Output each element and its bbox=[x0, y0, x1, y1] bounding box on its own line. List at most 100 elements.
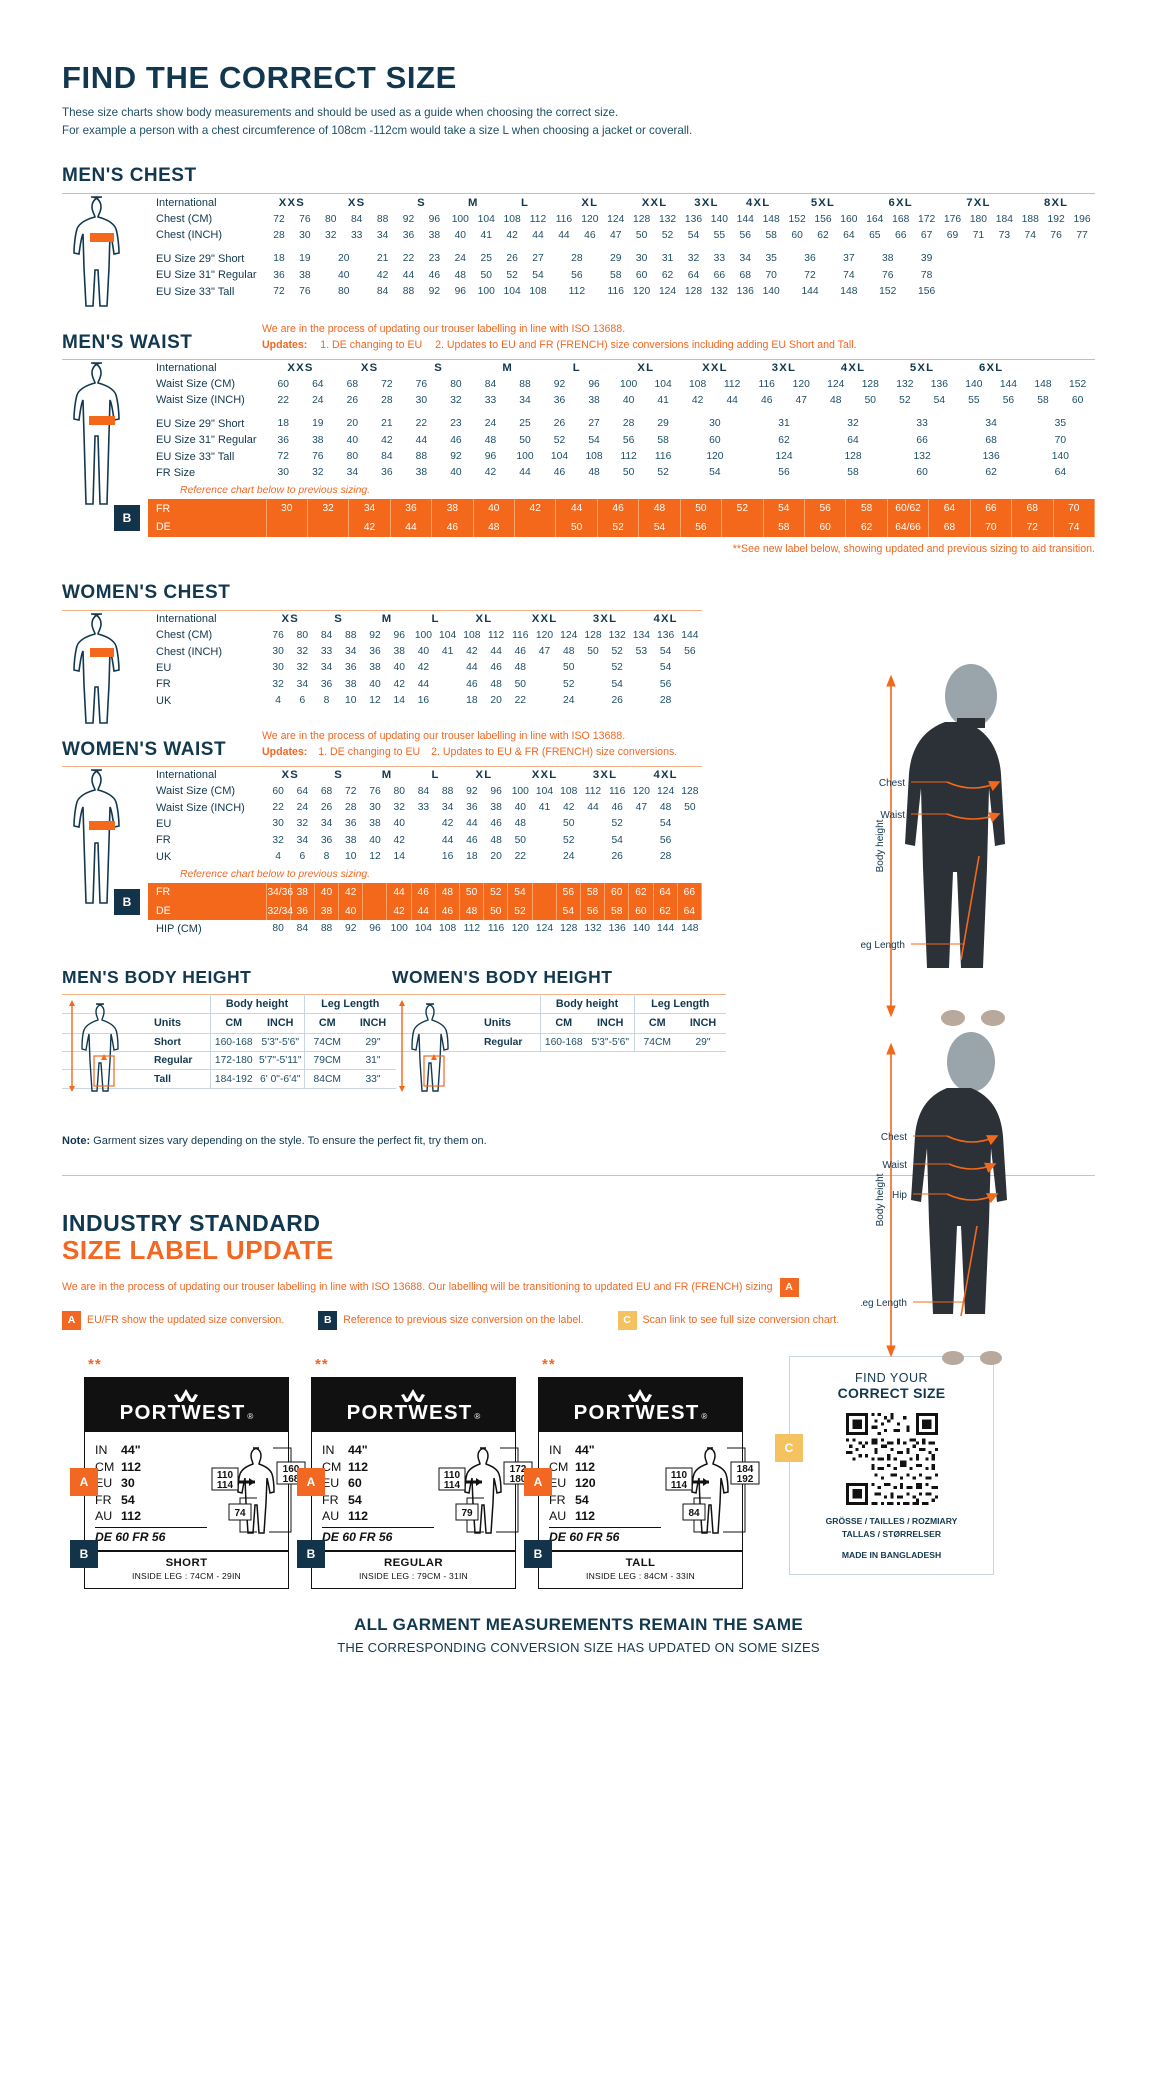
cell: 32 bbox=[312, 467, 324, 479]
cell: 52 bbox=[483, 882, 509, 902]
spec-key: CM bbox=[95, 1459, 115, 1474]
cell: 16 bbox=[441, 851, 454, 863]
row-label: Waist Size (CM) bbox=[156, 785, 236, 798]
cell: 50 bbox=[864, 394, 877, 406]
col-leg-length: Leg Length bbox=[633, 994, 727, 1015]
mens-height-figure bbox=[66, 998, 144, 1099]
cell: 33" bbox=[350, 1069, 397, 1089]
cell: 29 bbox=[610, 253, 622, 265]
cell bbox=[629, 692, 653, 708]
row-label: Chest (CM) bbox=[156, 629, 213, 642]
cell: 48 bbox=[484, 434, 497, 446]
cell: 84 bbox=[350, 213, 363, 225]
cell: 60 bbox=[916, 467, 928, 479]
spacer-row bbox=[62, 244, 1095, 251]
mens-bh-tbody: Body height Leg Length Units CM INCH CM INCH Sh… bbox=[62, 994, 397, 1089]
legend-item-c: C Scan link to see full size conversion … bbox=[617, 1310, 839, 1330]
qr-code-icon[interactable] bbox=[845, 1412, 938, 1505]
cell: 84 bbox=[376, 286, 389, 298]
cell: 92 bbox=[466, 785, 478, 797]
diagram-left-2: 114 bbox=[217, 1480, 234, 1491]
cell: 54 bbox=[532, 269, 544, 281]
cell: 60 bbox=[1071, 394, 1084, 406]
cell: 36 bbox=[320, 834, 333, 846]
size-header-S: S bbox=[434, 361, 444, 374]
cell: 92 bbox=[402, 213, 415, 225]
cell: 68 bbox=[928, 517, 971, 537]
cell: 36 bbox=[553, 394, 566, 406]
womens-waist-update-2: 2. Updates to EU & FR (FRENCH) size conv… bbox=[431, 745, 678, 758]
cell: 76 bbox=[882, 269, 894, 281]
row-label: EU Size 29" Short bbox=[156, 252, 245, 265]
qr-panel[interactable]: FIND YOUR CORRECT SIZE bbox=[789, 1355, 994, 1575]
cell: 34 bbox=[739, 253, 751, 265]
cell: 44 bbox=[532, 229, 544, 241]
cell: 80 bbox=[337, 286, 350, 298]
cell: 40 bbox=[338, 901, 364, 921]
cell: 44 bbox=[466, 662, 478, 674]
cell: 104 bbox=[503, 286, 521, 298]
cell: 26 bbox=[320, 802, 333, 814]
row-label: EU bbox=[156, 661, 172, 674]
unit-CM: CM bbox=[209, 1013, 257, 1034]
cell: 52 bbox=[661, 229, 674, 241]
cell: 140 bbox=[1051, 451, 1069, 463]
cell: 38 bbox=[588, 394, 600, 406]
cell: 66 bbox=[713, 269, 726, 281]
size-header-L: L bbox=[572, 361, 581, 374]
col-leg-length: Leg Length bbox=[303, 994, 397, 1015]
spec-key: IN bbox=[322, 1443, 335, 1458]
cell: 108 bbox=[560, 785, 578, 797]
cell: 124 bbox=[607, 213, 625, 225]
spec-row-au: AU 112 bbox=[322, 1508, 434, 1524]
mens-waist-title: MEN'S WAIST bbox=[62, 331, 193, 353]
mens-chest-figure bbox=[62, 193, 148, 311]
male-body-icon bbox=[73, 196, 120, 308]
spec-value: 54 bbox=[348, 1492, 362, 1507]
cell: 35 bbox=[765, 253, 777, 265]
cell: 64 bbox=[928, 499, 971, 518]
unit-INCH: INCH bbox=[350, 1013, 397, 1034]
qr-code[interactable] bbox=[845, 1412, 938, 1505]
cell: 32 bbox=[847, 418, 859, 430]
spec-value: 44" bbox=[348, 1443, 368, 1458]
cell: 64 bbox=[847, 434, 859, 446]
womens-waist-reference-note: Reference chart below to previous sizing… bbox=[180, 868, 371, 880]
cell: 50 bbox=[459, 882, 485, 902]
cell: 10 bbox=[345, 695, 357, 707]
cell: 132 bbox=[896, 378, 914, 390]
cell: 40 bbox=[514, 802, 527, 814]
cell: 140 bbox=[632, 923, 650, 935]
cell: 96 bbox=[393, 629, 405, 641]
row-label: FR Size bbox=[156, 466, 196, 479]
table-row: UK 4 6 8 10 12 14 16 18 20 22 24 26 28 bbox=[62, 849, 702, 865]
size-header-3XL: 3XL bbox=[592, 612, 618, 625]
cell: 6 bbox=[299, 695, 306, 707]
chip-a-icon: A bbox=[62, 1310, 81, 1330]
cell: 128 bbox=[560, 923, 578, 935]
cell: 40 bbox=[346, 434, 359, 446]
cell: 48 bbox=[638, 499, 681, 518]
cell: 47 bbox=[538, 646, 551, 658]
cell: 47 bbox=[795, 394, 807, 406]
cell: 36 bbox=[290, 901, 315, 921]
card-brand-bar: PORTWEST ® bbox=[312, 1377, 515, 1433]
cell: 36 bbox=[320, 678, 333, 690]
de-fr-reference: DE 60 FR 56 bbox=[322, 1527, 434, 1544]
cell: 100 bbox=[451, 213, 469, 225]
cell: 48 bbox=[454, 269, 467, 281]
brand-registered-mark: ® bbox=[701, 1412, 708, 1422]
cell: 30 bbox=[299, 229, 311, 241]
table-row: Chest (CM) 76 80 84 88 92 96 100 104 108 112 116 120… bbox=[62, 627, 702, 643]
cell: 76 bbox=[272, 629, 284, 641]
cell: 38 bbox=[428, 229, 441, 241]
card-footer: REGULAR INSIDE LEG : 79CM - 31IN bbox=[312, 1550, 515, 1588]
cell: 72 bbox=[1011, 517, 1054, 537]
diagram-right-1: 160 bbox=[283, 1464, 300, 1475]
cell: 68 bbox=[739, 269, 751, 281]
label-card: ** A B PORTWEST ® IN 44" CM 112 EU 120 FR 54 AU 112 DE … bbox=[524, 1356, 760, 1590]
de-fr-reference: DE 60 FR 56 bbox=[549, 1527, 661, 1544]
cell bbox=[581, 832, 605, 848]
cell: 28 bbox=[622, 418, 635, 430]
cell: 73 bbox=[998, 229, 1011, 241]
